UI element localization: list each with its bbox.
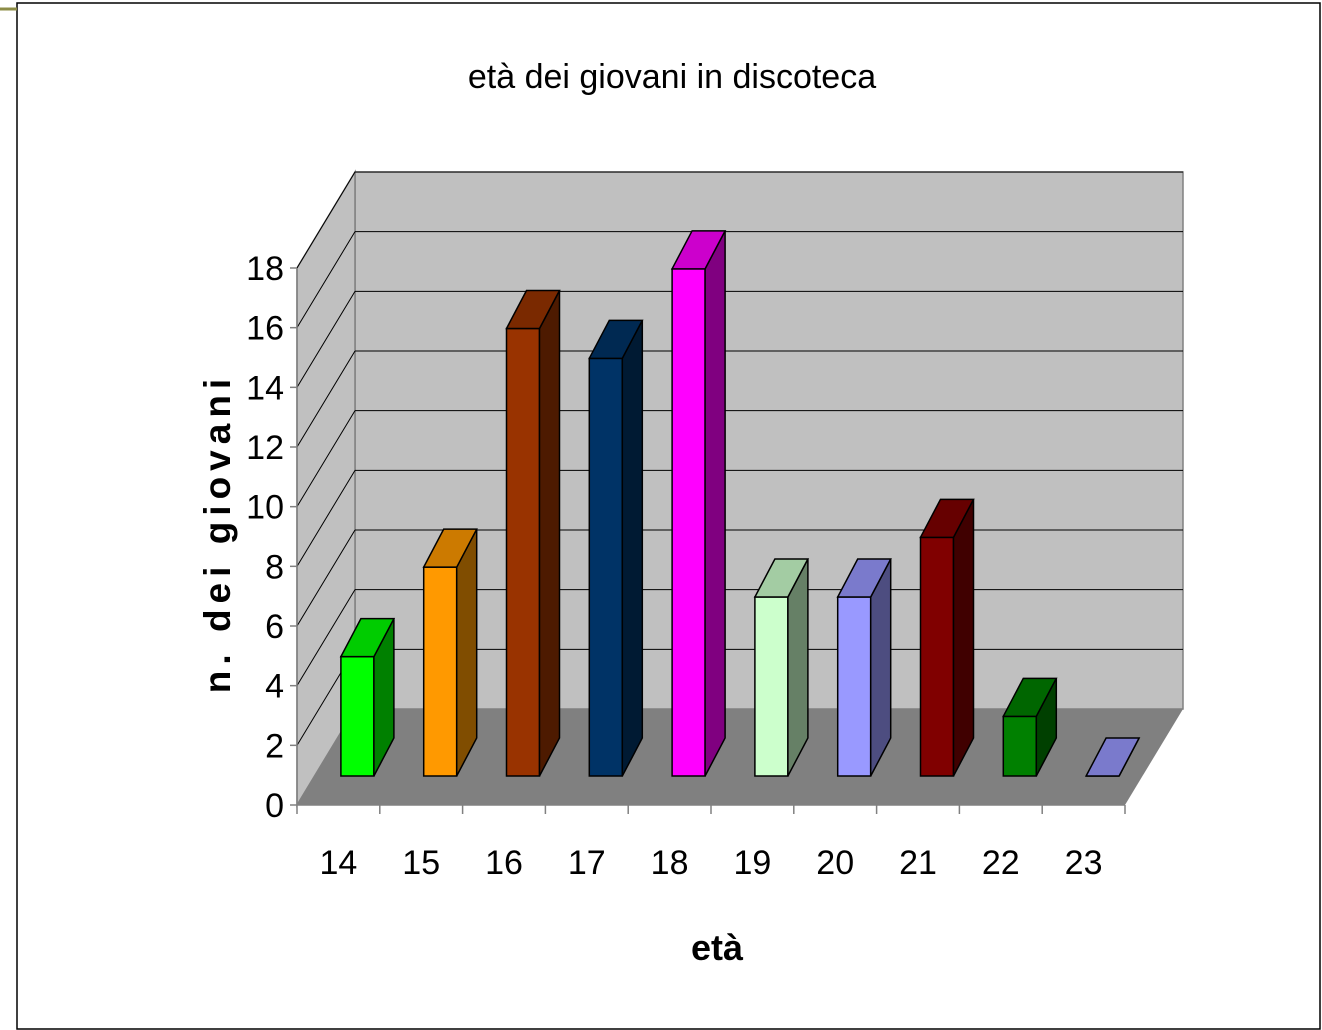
gridline-side bbox=[296, 231, 356, 328]
gridline-side bbox=[296, 589, 356, 686]
x-tick-label: 15 bbox=[402, 844, 440, 882]
x-axis-label: età bbox=[691, 927, 744, 968]
y-tick-label: 2 bbox=[265, 727, 284, 765]
bar-side bbox=[538, 290, 561, 777]
y-tick-label: 18 bbox=[246, 250, 284, 288]
gridline-side bbox=[296, 350, 356, 448]
y-tick-label: 14 bbox=[246, 369, 284, 407]
bar-front bbox=[422, 566, 458, 777]
y-tick-label: 12 bbox=[246, 429, 284, 467]
bar-top bbox=[1002, 677, 1058, 718]
bar-side bbox=[704, 230, 726, 777]
bar-top bbox=[836, 558, 892, 598]
bar-front bbox=[505, 327, 541, 777]
x-tick-label: 20 bbox=[816, 844, 854, 882]
x-tick-label: 17 bbox=[568, 844, 606, 882]
gridline-side bbox=[296, 470, 356, 567]
y-tick-label: 10 bbox=[246, 489, 284, 527]
bar-top bbox=[753, 558, 810, 598]
bar-side bbox=[952, 498, 975, 777]
y-tick-label: 6 bbox=[265, 608, 284, 646]
bar-top bbox=[588, 319, 644, 360]
bar-top bbox=[1084, 737, 1141, 777]
bar-front bbox=[919, 536, 955, 777]
x-tick-label: 22 bbox=[982, 844, 1020, 882]
gridline-side bbox=[296, 171, 356, 269]
y-axis-label: n. dei giovani bbox=[197, 373, 238, 693]
y-tick-label: 16 bbox=[246, 310, 284, 348]
bar-front bbox=[588, 357, 624, 777]
x-tick-label: 21 bbox=[899, 844, 937, 882]
bar-front bbox=[340, 655, 375, 777]
y-tick-label: 0 bbox=[265, 787, 284, 825]
bar-top bbox=[422, 528, 478, 568]
gridline-side bbox=[296, 529, 356, 627]
y-tick-label: 8 bbox=[265, 548, 284, 586]
chart-title: età dei giovani in discoteca bbox=[468, 58, 876, 96]
bar-side bbox=[455, 528, 478, 777]
y-tick-label: 4 bbox=[265, 668, 284, 706]
bar-top bbox=[919, 498, 975, 539]
bar-side bbox=[621, 319, 644, 777]
x-tick-label: 16 bbox=[485, 844, 523, 882]
bar-front bbox=[671, 268, 706, 777]
plot-area: 0 2 4 6 8 10 12 14 16 18 14 15 16 17 18 19 20 21 22 23 bbox=[246, 169, 1184, 882]
bar-top bbox=[505, 289, 561, 330]
bar-front bbox=[836, 596, 872, 777]
gridline-side bbox=[296, 410, 356, 507]
bar-top bbox=[339, 617, 396, 658]
x-tick-label: 18 bbox=[651, 844, 689, 882]
bar-front bbox=[1002, 715, 1038, 777]
x-tick-label: 14 bbox=[319, 844, 357, 882]
bar-front bbox=[754, 596, 789, 777]
x-tick-label: 23 bbox=[1065, 844, 1103, 882]
slide-border bbox=[16, 2, 1321, 1030]
gridline-side bbox=[296, 291, 356, 388]
x-tick-label: 19 bbox=[733, 844, 771, 882]
bar-top bbox=[670, 230, 727, 270]
